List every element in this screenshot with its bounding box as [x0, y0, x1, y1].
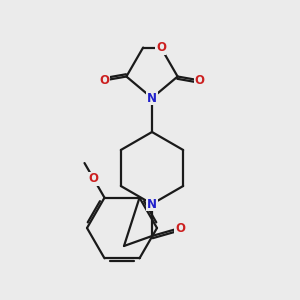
Text: O: O	[194, 74, 204, 87]
Text: O: O	[156, 41, 166, 54]
Text: N: N	[147, 92, 157, 104]
Text: N: N	[147, 197, 157, 211]
Text: O: O	[175, 221, 185, 235]
Text: O: O	[88, 172, 98, 185]
Text: O: O	[100, 74, 110, 87]
